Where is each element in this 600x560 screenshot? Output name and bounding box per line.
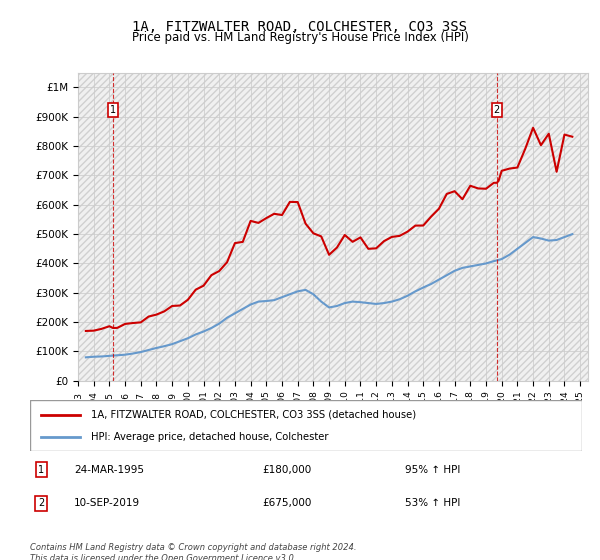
- Text: Contains HM Land Registry data © Crown copyright and database right 2024.
This d: Contains HM Land Registry data © Crown c…: [30, 543, 356, 560]
- Text: £675,000: £675,000: [262, 498, 311, 508]
- Text: 1A, FITZWALTER ROAD, COLCHESTER, CO3 3SS (detached house): 1A, FITZWALTER ROAD, COLCHESTER, CO3 3SS…: [91, 409, 416, 419]
- Text: HPI: Average price, detached house, Colchester: HPI: Average price, detached house, Colc…: [91, 432, 328, 442]
- Text: 2: 2: [38, 498, 44, 508]
- Text: 1: 1: [38, 465, 44, 475]
- FancyBboxPatch shape: [30, 400, 582, 451]
- Text: 1: 1: [110, 105, 116, 115]
- Text: 95% ↑ HPI: 95% ↑ HPI: [406, 465, 461, 475]
- Text: 53% ↑ HPI: 53% ↑ HPI: [406, 498, 461, 508]
- Text: 2: 2: [494, 105, 500, 115]
- Text: 1A, FITZWALTER ROAD, COLCHESTER, CO3 3SS: 1A, FITZWALTER ROAD, COLCHESTER, CO3 3SS: [133, 20, 467, 34]
- Text: 24-MAR-1995: 24-MAR-1995: [74, 465, 144, 475]
- Text: £180,000: £180,000: [262, 465, 311, 475]
- Text: Price paid vs. HM Land Registry's House Price Index (HPI): Price paid vs. HM Land Registry's House …: [131, 31, 469, 44]
- Text: 10-SEP-2019: 10-SEP-2019: [74, 498, 140, 508]
